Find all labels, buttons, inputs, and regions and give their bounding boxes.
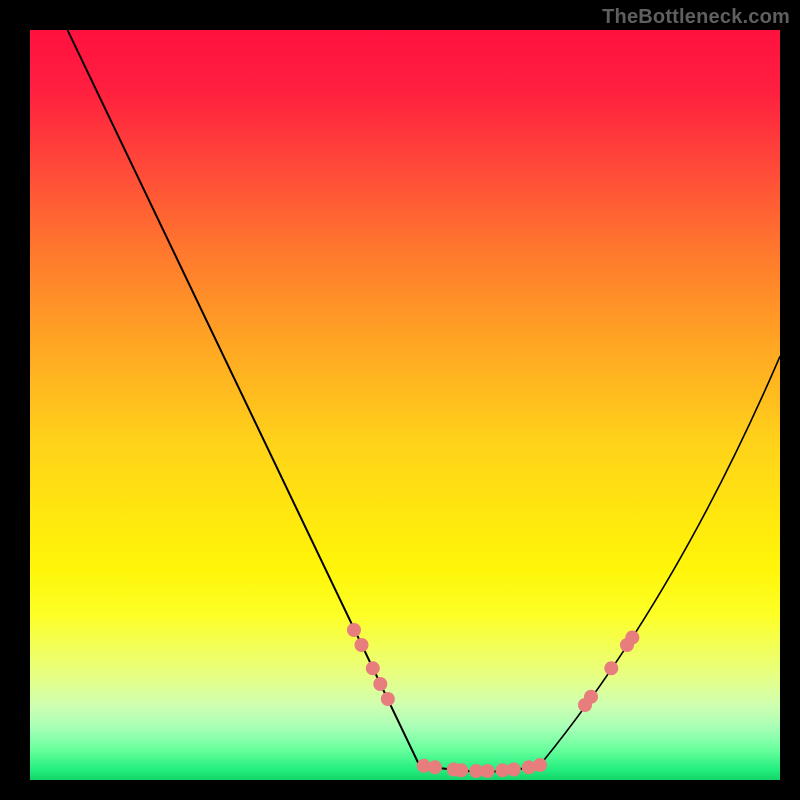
data-marker [533,758,547,772]
data-marker [604,661,618,675]
data-marker [454,763,468,777]
watermark-text: TheBottleneck.com [602,6,790,29]
bottleneck-chart [0,0,800,800]
data-marker [507,763,521,777]
data-marker [428,760,442,774]
data-marker [366,661,380,675]
figure-root: TheBottleneck.com [0,0,800,800]
gradient-plot-area [30,30,780,780]
data-marker [584,690,598,704]
data-marker [625,631,639,645]
data-marker [355,638,369,652]
data-marker [373,677,387,691]
data-marker [347,623,361,637]
data-marker [381,692,395,706]
data-marker [481,764,495,778]
